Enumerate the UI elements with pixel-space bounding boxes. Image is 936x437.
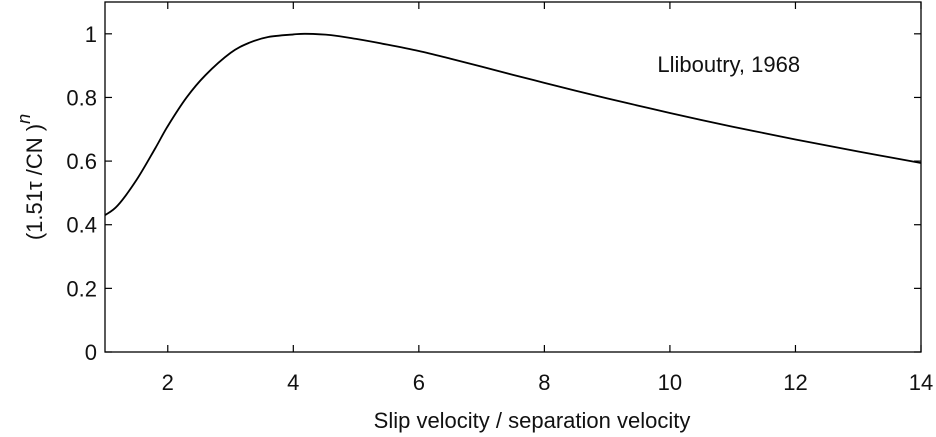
plot-frame — [104, 1, 922, 353]
y-tick-label: 0.4 — [66, 213, 97, 238]
annotation-label: Lliboutry, 1968 — [657, 52, 800, 77]
x-tick-label: 14 — [909, 370, 933, 395]
y-axis-ticks: 0 0.2 0.4 0.6 0.8 1 — [66, 22, 921, 365]
y-tick-label: 0.6 — [66, 149, 97, 174]
x-axis-title: Slip velocity / separation velocity — [374, 408, 691, 433]
x-tick-label: 12 — [783, 370, 807, 395]
x-tick-label: 2 — [162, 370, 174, 395]
x-tick-label: 10 — [658, 370, 682, 395]
y-axis-title-main: (1.51τ /CN ) — [22, 124, 47, 240]
x-tick-label: 8 — [538, 370, 550, 395]
x-axis-ticks: 2 4 6 8 10 12 14 — [162, 2, 933, 395]
series-line — [104, 32, 922, 216]
x-tick-label: 6 — [413, 370, 425, 395]
y-axis-title: (1.51τ /CN )n — [14, 114, 47, 240]
y-tick-label: 1 — [85, 22, 97, 47]
y-tick-label: 0 — [85, 340, 97, 365]
x-tick-label: 4 — [287, 370, 299, 395]
y-axis-title-exponent: n — [14, 114, 34, 124]
y-axis-title-group: (1.51τ /CN )n — [14, 114, 47, 240]
y-tick-label: 0.2 — [66, 276, 97, 301]
y-tick-label: 0.8 — [66, 85, 97, 110]
